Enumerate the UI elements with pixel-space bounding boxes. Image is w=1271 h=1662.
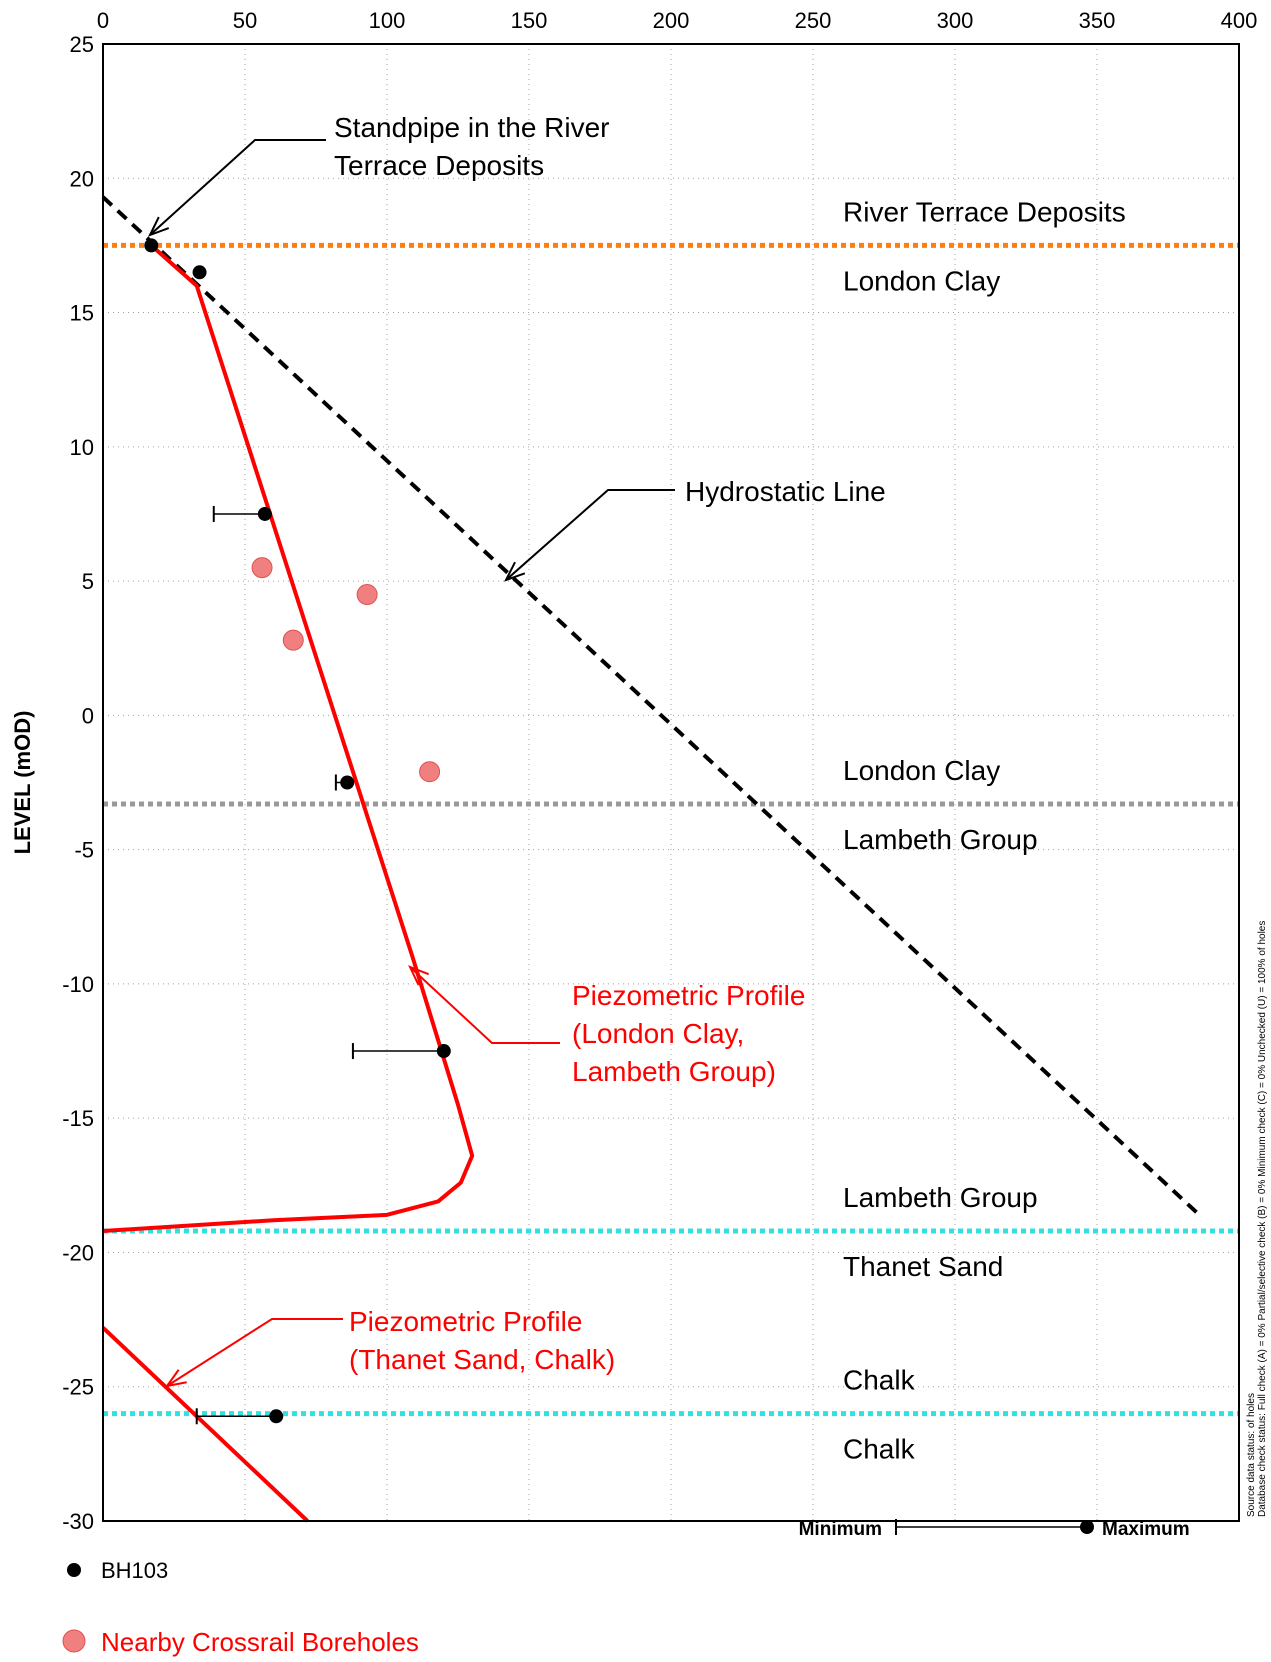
x-tick-label: 0 [97, 8, 109, 33]
callout-arrowhead [164, 1369, 187, 1388]
annotation-text: Lambeth Group) [572, 1056, 776, 1087]
profile-lines [101, 195, 1198, 1523]
legend-label-bh103: BH103 [101, 1558, 168, 1583]
hydrostatic-line [101, 195, 1198, 1214]
crossrail-point [419, 761, 441, 783]
annotation-text: Piezometric Profile [349, 1306, 582, 1337]
y-tick-label: -25 [62, 1375, 94, 1400]
legend-marker-bh103 [67, 1563, 81, 1577]
legend-marker-crossrail [62, 1629, 86, 1653]
y-tick-label: 5 [82, 569, 94, 594]
range-legend-max-marker [1080, 1520, 1094, 1534]
plot-frame [102, 43, 1240, 1522]
x-tick-label: 100 [369, 8, 406, 33]
y-axis-label: LEVEL (mOD) [10, 711, 35, 855]
callout-line [409, 966, 560, 1044]
crossrail-point [356, 584, 378, 606]
annotation-text: (Thanet Sand, Chalk) [349, 1344, 615, 1375]
stratum-label-above: London Clay [843, 755, 1000, 786]
y-tick-label: -5 [74, 838, 94, 863]
y-tick-label: 10 [70, 435, 94, 460]
x-tick-label: 50 [233, 8, 257, 33]
side-note: Source data status: of holes Database che… [1246, 921, 1268, 1517]
stratum-label-above: River Terrace Deposits [843, 196, 1126, 227]
stratum-label-below: Thanet Sand [843, 1251, 1003, 1282]
x-tick-label: 300 [937, 8, 974, 33]
range-legend: Minimum Maximum [799, 1519, 1190, 1540]
y-tick-label: -30 [62, 1509, 94, 1534]
bh103-point [340, 775, 355, 790]
legend: BH103 Nearby Crossrail Boreholes [62, 1558, 419, 1657]
y-tick-label: 15 [70, 301, 94, 326]
bh103-point [436, 1044, 451, 1059]
stratum-label-below: Lambeth Group [843, 824, 1038, 855]
data-points [144, 238, 451, 1425]
bh103-point [269, 1409, 284, 1424]
stratum-label-above: Chalk [843, 1365, 916, 1396]
callout-line [149, 139, 326, 236]
x-tick-label: 400 [1221, 8, 1258, 33]
stratum-label-below: Chalk [843, 1434, 916, 1465]
side-note-text: Source data status: of holes [1246, 1393, 1257, 1517]
annotation-text: Piezometric Profile [572, 980, 805, 1011]
legend-label-crossrail: Nearby Crossrail Boreholes [101, 1627, 419, 1657]
y-tick-label: -10 [62, 972, 94, 997]
stratum-label-above: Lambeth Group [843, 1182, 1038, 1213]
range-legend-max-label: Maximum [1102, 1519, 1190, 1540]
x-tick-label: 200 [653, 8, 690, 33]
annotation-text: Hydrostatic Line [685, 476, 886, 507]
y-tick-label: -15 [62, 1106, 94, 1131]
strata-boundaries: River Terrace Deposits London Clay London … [103, 196, 1239, 1465]
grid [103, 44, 1239, 1521]
y-tick-label: -20 [62, 1240, 94, 1265]
callout-arrowhead [503, 561, 526, 582]
piezometric-profile-line [102, 243, 475, 1233]
callout-arrowhead [408, 965, 430, 986]
bh103-point [144, 238, 159, 253]
annotation-text: (London Clay, [572, 1018, 744, 1049]
x-tick-label: 250 [795, 8, 832, 33]
callout-line [505, 489, 675, 581]
annotations: Standpipe in the River Terrace Deposits Hy… [148, 112, 886, 1388]
crossrail-point [282, 629, 304, 651]
callout-arrowhead [148, 216, 170, 237]
y-tick-label: 25 [70, 32, 94, 57]
callout-line [166, 1318, 343, 1387]
x-tick-label: 150 [511, 8, 548, 33]
crossrail-point [251, 557, 273, 579]
axis-ticks: 0 50 100 150 200 250 300 350 4002520151050-5-10-… [62, 8, 1257, 1534]
annotation-text: Terrace Deposits [334, 150, 544, 181]
bh103-point [257, 506, 272, 521]
stratum-label-below: London Clay [843, 265, 1000, 296]
annotation-text: Standpipe in the River [334, 112, 610, 143]
y-tick-label: 0 [82, 703, 94, 728]
y-tick-label: 20 [70, 166, 94, 191]
range-legend-min-label: Minimum [799, 1519, 882, 1540]
side-note-text: Database check status: Full check (A) = … [1257, 921, 1268, 1517]
piezometric-profile-line [101, 1326, 309, 1523]
bh103-point [192, 265, 207, 280]
x-tick-label: 350 [1079, 8, 1116, 33]
